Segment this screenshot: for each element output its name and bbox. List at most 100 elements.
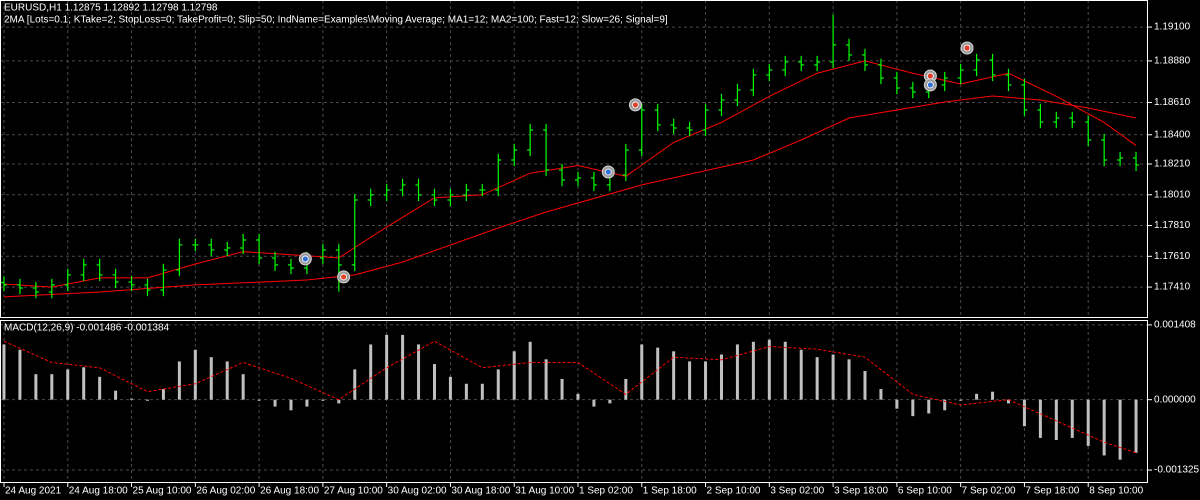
histogram-bar (991, 391, 995, 400)
histogram-bar (98, 376, 102, 400)
histogram-bar (528, 341, 532, 400)
histogram-bar (337, 399, 341, 404)
x-tick-label: 27 Aug 10:00 (324, 486, 383, 497)
data-layer (0, 14, 1140, 460)
histogram-bar (544, 359, 548, 400)
x-tick-label: 3 Sep 02:00 (770, 486, 824, 497)
trade-marker-core (926, 81, 934, 89)
histogram-bar (130, 398, 134, 400)
y-tick-label: 1.17410 (1154, 282, 1191, 293)
histogram-bar (751, 341, 755, 400)
histogram-bar (863, 370, 867, 400)
histogram-bar (719, 354, 723, 400)
histogram-bar (624, 378, 628, 400)
chart-title: EURUSD,H1 1.12875 1.12892 1.12798 1.1279… (4, 3, 218, 14)
histogram-bar (831, 354, 835, 400)
histogram-bar (1086, 399, 1090, 446)
histogram-bar (401, 334, 405, 400)
trade-marker-core (631, 101, 639, 109)
histogram-bar (879, 389, 883, 400)
text-layer: EURUSD,H1 1.12875 1.12892 1.12798 1.1279… (3, 3, 1199, 497)
trade-marker-core (926, 72, 934, 80)
y-tick-label: 1.19100 (1154, 22, 1191, 33)
histogram-bar (1102, 399, 1106, 456)
histogram-bar (145, 399, 149, 401)
histogram-bar (193, 349, 197, 400)
x-tick-label: 30 Aug 02:00 (388, 486, 447, 497)
y-tick-label: 1.18400 (1154, 129, 1191, 140)
histogram-bar (704, 361, 708, 400)
x-tick-label: 8 Sep 10:00 (1089, 486, 1143, 497)
histogram-bar (161, 389, 165, 400)
histogram-bar (1006, 399, 1010, 404)
main-panel-border (0, 0, 1148, 318)
trade-marker-core (963, 44, 971, 52)
macd-panel-border (0, 320, 1148, 483)
x-tick-label: 7 Sep 18:00 (1025, 486, 1079, 497)
histogram-bar (177, 361, 181, 400)
y-tick-label: -0.001325 (1154, 465, 1199, 476)
x-tick-label: 25 Aug 10:00 (133, 486, 192, 497)
x-tick-label: 30 Aug 18:00 (451, 486, 510, 497)
histogram-bar (369, 344, 373, 400)
histogram-bar (257, 399, 261, 401)
histogram-bar (50, 374, 54, 400)
histogram-bar (512, 351, 516, 400)
macd-title: MACD(12,26,9) -0.001486 -0.001384 (4, 323, 170, 334)
histogram-bar (241, 374, 245, 400)
histogram-bar (767, 339, 771, 400)
trade-marker-core (340, 273, 348, 281)
expert-params: 2MA [Lots=0.1; KTake=2; StopLoss=0; Take… (4, 15, 668, 26)
x-tick-label: 3 Sep 18:00 (834, 486, 888, 497)
y-tick-label: 1.18610 (1154, 97, 1191, 108)
histogram-bar (799, 349, 803, 400)
histogram-bar (927, 399, 931, 414)
y-tick-label: 1.17610 (1154, 251, 1191, 262)
x-tick-label: 7 Sep 02:00 (962, 486, 1016, 497)
histogram-bar (608, 399, 612, 404)
x-tick-label: 2 Sep 10:00 (707, 486, 761, 497)
histogram-bar (305, 399, 309, 407)
x-tick-label: 31 Aug 10:00 (515, 486, 574, 497)
histogram-bar (273, 399, 277, 407)
histogram-bar (1118, 399, 1122, 460)
histogram-bar (1070, 399, 1074, 438)
histogram-bar (656, 347, 660, 400)
histogram-bar (34, 374, 38, 400)
histogram-bar (1054, 399, 1058, 441)
histogram-bar (672, 351, 676, 400)
histogram-bar (560, 378, 564, 400)
histogram-bar (480, 383, 484, 400)
moving-average-line (3, 95, 1137, 298)
histogram-bar (640, 344, 644, 400)
histogram-bar (496, 369, 500, 400)
histogram-bar (2, 344, 6, 400)
histogram-bar (943, 399, 947, 411)
histogram-bar (417, 344, 421, 400)
histogram-bar (847, 359, 851, 400)
histogram-bar (209, 357, 213, 400)
histogram-bar (225, 361, 229, 400)
histogram-bar (1038, 399, 1042, 438)
x-tick-label: 1 Sep 18:00 (643, 486, 697, 497)
y-tick-label: 1.18010 (1154, 189, 1191, 200)
y-tick-label: 1.17810 (1154, 220, 1191, 231)
signal-line (3, 340, 1137, 454)
x-tick-label: 6 Sep 10:00 (898, 486, 952, 497)
x-tick-label: 26 Aug 02:00 (196, 486, 255, 497)
x-tick-label: 1 Sep 02:00 (579, 486, 633, 497)
y-tick-label: 0.001408 (1154, 320, 1196, 331)
histogram-bar (1134, 399, 1138, 453)
histogram-bar (815, 357, 819, 400)
histogram-bar (735, 344, 739, 400)
histogram-bar (464, 383, 468, 400)
histogram-bar (895, 399, 899, 409)
histogram-bar (688, 361, 692, 400)
y-tick-label: 1.18880 (1154, 56, 1191, 67)
histogram-bar (114, 390, 118, 400)
histogram-bar (82, 367, 86, 400)
x-tick-label: 24 Aug 18:00 (69, 486, 128, 497)
histogram-bar (1022, 399, 1026, 427)
